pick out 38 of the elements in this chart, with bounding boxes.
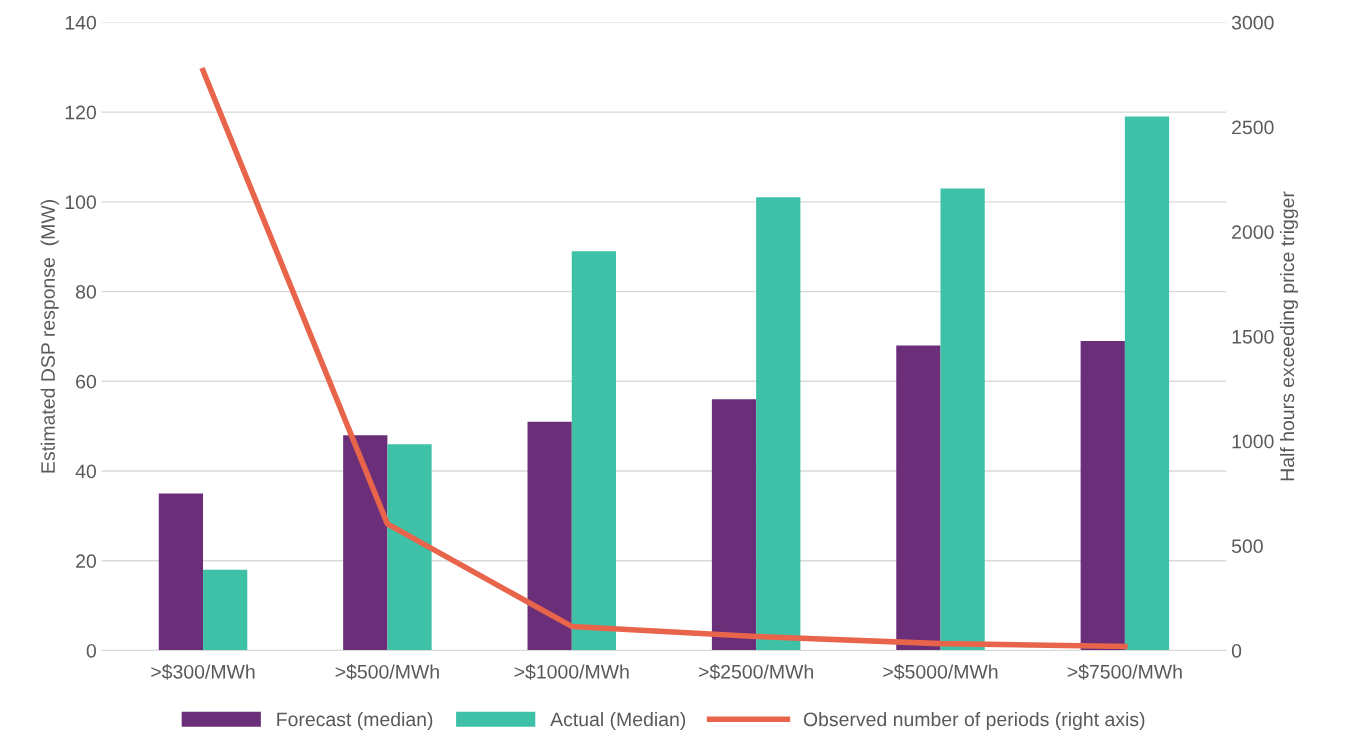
x-tick-label: >$1000/MWh <box>514 664 629 680</box>
bar <box>1124 116 1170 651</box>
bar <box>571 251 617 651</box>
y2-tick-label: 1000 <box>1232 434 1274 449</box>
bar <box>711 399 757 651</box>
bar <box>343 435 388 651</box>
x-tick-label: >$2500/MWh <box>699 664 813 680</box>
bar <box>527 421 572 651</box>
legend-label: Actual (Median) <box>550 711 686 731</box>
x-tick-label: >$7500/MWh <box>1067 664 1182 680</box>
y2-tick-label: 2000 <box>1232 225 1274 239</box>
y2-tick-label: 500 <box>1231 539 1263 554</box>
bar <box>756 197 801 651</box>
y2-tick-label: 3000 <box>1231 15 1274 30</box>
y-axis-title: Estimated DSP response (MW) <box>40 200 59 473</box>
y2-tick-label: 2500 <box>1232 120 1274 135</box>
y2-axis-title: Half hours exceeding price trigger <box>1279 191 1299 481</box>
y-tick-label: 80 <box>75 285 97 299</box>
y2-tick-label: 1500 <box>1232 329 1274 344</box>
bar <box>387 444 432 651</box>
y-tick-label: 120 <box>65 105 97 120</box>
legend-label: Forecast (median) <box>277 711 433 731</box>
bar <box>896 345 941 651</box>
y-tick-label: 20 <box>76 554 97 569</box>
bar <box>1080 340 1125 651</box>
bar <box>940 188 985 651</box>
bar <box>203 569 248 651</box>
y-tick-label: 100 <box>65 195 97 210</box>
legend-label: Observed number of periods (right axis) <box>803 711 1145 731</box>
y-tick-label: 0 <box>86 643 96 658</box>
x-tick-label: >$300/MWh <box>151 664 255 680</box>
y-tick-label: 40 <box>75 464 97 479</box>
x-tick-label: >$5000/MWh <box>883 664 998 680</box>
y-tick-label: 60 <box>76 374 97 389</box>
x-tick-label: >$500/MWh <box>335 664 439 680</box>
y2-tick-label: 0 <box>1231 643 1242 658</box>
y-tick-label: 140 <box>65 15 97 30</box>
bar <box>158 493 204 651</box>
